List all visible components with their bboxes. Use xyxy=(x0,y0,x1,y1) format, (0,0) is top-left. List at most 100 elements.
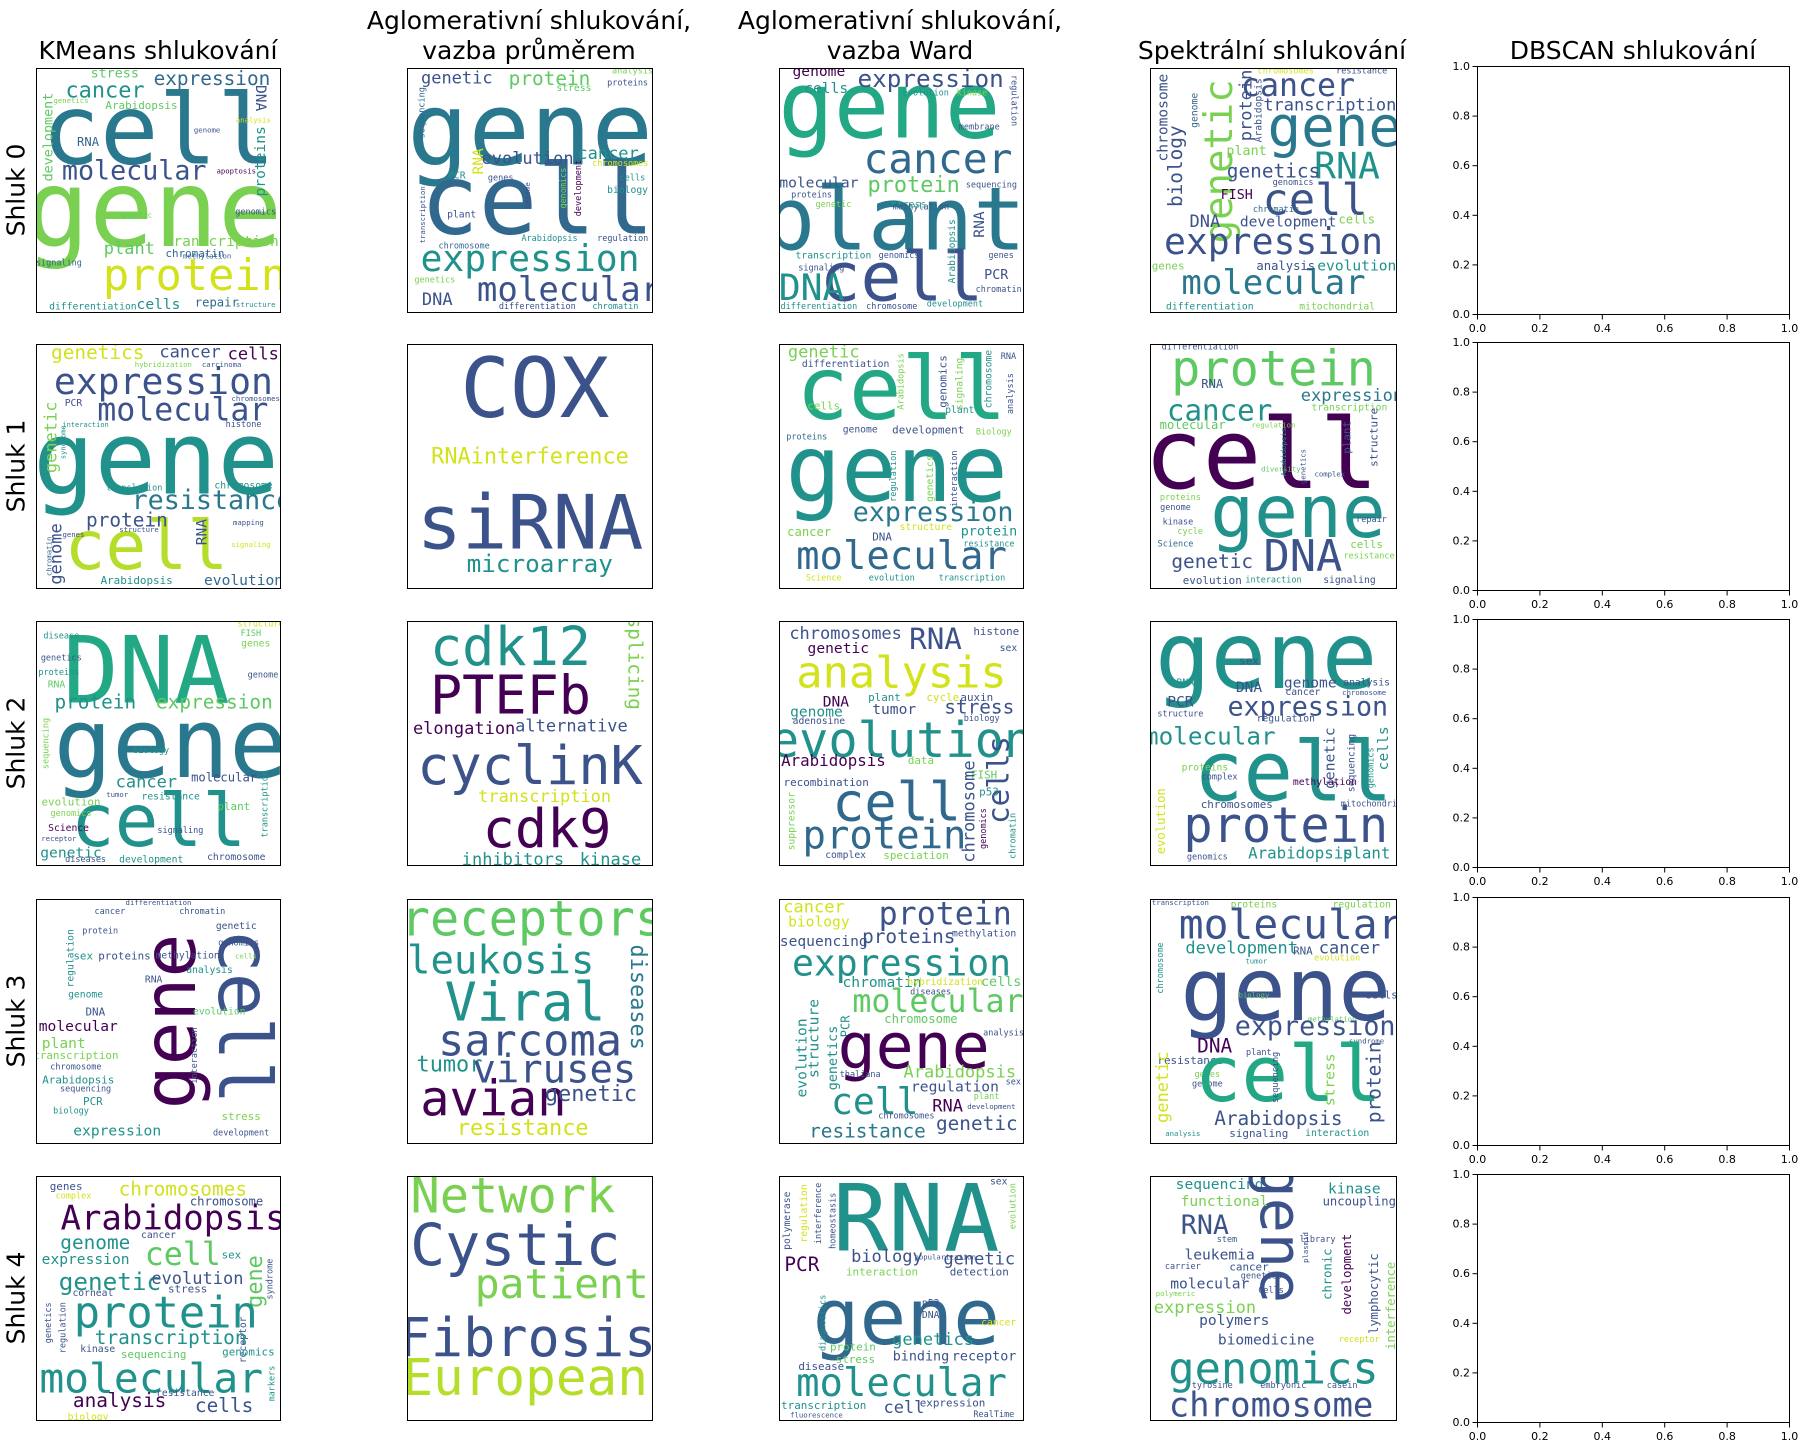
column-title: DBSCAN shlukování xyxy=(1509,36,1757,65)
word: leukosis xyxy=(407,938,594,983)
word: cells xyxy=(1365,988,1397,1001)
x-tick-label: 0.8 xyxy=(1718,322,1736,335)
word: DNA xyxy=(779,266,845,309)
panel-frame xyxy=(407,344,653,589)
word: binding xyxy=(893,1349,949,1364)
word: thaliana xyxy=(840,1070,881,1080)
x-tick-label: 0.2 xyxy=(1531,598,1549,611)
y-tick-label: 0.4 xyxy=(1453,209,1471,222)
word: regulation xyxy=(1008,75,1018,126)
word: kinase xyxy=(580,850,641,866)
word: genomics xyxy=(222,1345,274,1358)
word: plasmid xyxy=(1301,1232,1310,1263)
word: uncoupling xyxy=(1323,1194,1396,1208)
word: transcription xyxy=(1263,95,1396,115)
word: evolution xyxy=(1183,574,1242,587)
panel-frame xyxy=(36,621,281,866)
word: polymers xyxy=(1199,1312,1269,1329)
word: genes xyxy=(988,251,1014,261)
y-tick-label: 0.6 xyxy=(1453,712,1471,725)
word: signaling xyxy=(798,263,844,273)
word: genomics xyxy=(559,168,569,209)
word: genetic xyxy=(1197,79,1242,243)
word: expression xyxy=(1154,1298,1256,1318)
word: Arabidopsis xyxy=(1248,843,1353,862)
word: molecular xyxy=(97,393,268,429)
word: genome xyxy=(523,182,532,208)
word: genome xyxy=(1192,1080,1223,1090)
word: protein xyxy=(509,68,591,90)
word: protein xyxy=(1171,344,1376,397)
word: cells xyxy=(807,399,840,412)
word: protein xyxy=(803,813,967,858)
word: mapping xyxy=(233,518,264,527)
x-tick-label: 0.0 xyxy=(1469,1430,1487,1443)
word: signaling xyxy=(231,540,271,549)
word: gene xyxy=(813,1273,1000,1363)
word: FISH xyxy=(1221,188,1253,203)
word: protein xyxy=(1237,70,1257,142)
word: plant xyxy=(1343,843,1391,862)
word: interference xyxy=(814,1183,824,1244)
word: genes xyxy=(50,1180,83,1193)
word: structure xyxy=(806,999,823,1078)
word: expression xyxy=(858,68,1004,93)
word: sequencing xyxy=(1271,1052,1281,1103)
word: chromosome xyxy=(884,1012,957,1026)
word: chromosome xyxy=(1342,688,1386,697)
word: cell xyxy=(64,507,228,586)
word: Arabidopsis xyxy=(1279,428,1288,476)
word: genome xyxy=(843,425,878,436)
word: carrier xyxy=(1165,1262,1201,1272)
word: genes xyxy=(1195,1070,1221,1080)
word: biology xyxy=(851,1247,923,1267)
word: molecular xyxy=(852,984,1023,1020)
word: Network xyxy=(411,1176,616,1224)
word: molecular xyxy=(39,1355,263,1403)
word: sex xyxy=(73,949,93,962)
word: analysis xyxy=(1006,373,1016,414)
word: sex xyxy=(222,1248,242,1261)
word: interaction xyxy=(1245,576,1301,586)
word: cells xyxy=(235,951,257,960)
word: Arabidopsis xyxy=(947,219,958,283)
axes-frame xyxy=(1477,619,1790,868)
word: genetic xyxy=(59,1267,161,1296)
word: transcription xyxy=(95,1326,247,1349)
word: analysis xyxy=(796,648,1006,699)
word: tyrosine xyxy=(1192,1381,1233,1391)
word: genome xyxy=(248,670,279,680)
panel-frame xyxy=(36,899,281,1144)
y-tick-label: 0.0 xyxy=(1453,1416,1471,1429)
word: chromosomes xyxy=(119,1178,247,1201)
y-tick-label: 0.6 xyxy=(1453,159,1471,172)
word: genomics xyxy=(1168,1343,1378,1394)
word: transcription xyxy=(1152,899,1209,907)
word: genome xyxy=(793,68,846,80)
word: sequencing xyxy=(966,181,1017,191)
word: transcription xyxy=(781,1399,866,1412)
word: plant xyxy=(974,1092,1000,1102)
y-tick-label: 0.4 xyxy=(1453,485,1471,498)
word: Arabidopsis xyxy=(60,1198,281,1238)
x-tick-label: 0.2 xyxy=(1531,1153,1549,1166)
word: Arabidopsis xyxy=(897,353,907,409)
word: expression xyxy=(73,1122,161,1139)
word: genetics xyxy=(1227,160,1320,183)
word: RNA xyxy=(909,622,962,656)
word: biology xyxy=(788,913,850,930)
word: biology xyxy=(68,1412,109,1421)
word: polymeric xyxy=(1156,1289,1196,1298)
word: PCR xyxy=(65,398,83,409)
word: genome xyxy=(1284,674,1337,691)
word: chromosomes xyxy=(592,159,648,169)
word: cell xyxy=(883,1398,924,1418)
word: chromosome xyxy=(214,480,272,491)
word: genetic xyxy=(1153,1051,1173,1123)
word: gene xyxy=(779,68,1000,159)
